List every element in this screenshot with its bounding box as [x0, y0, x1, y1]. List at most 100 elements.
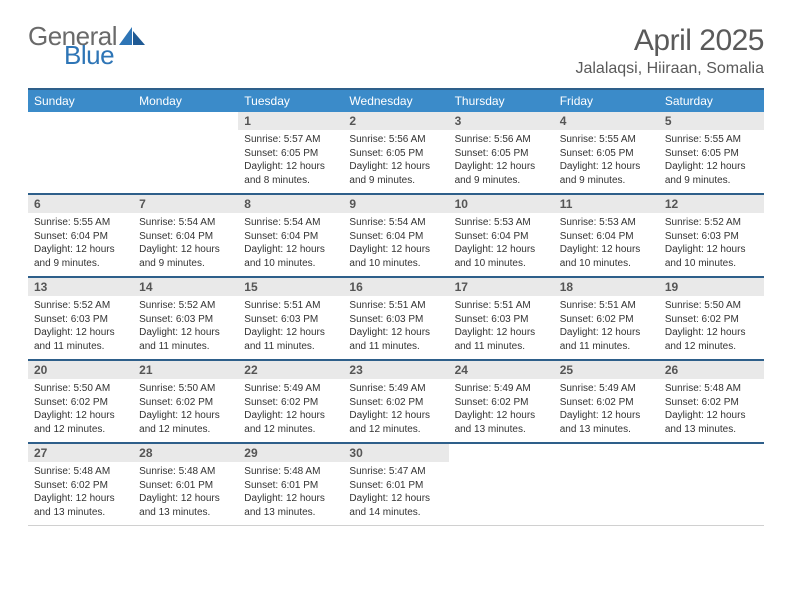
calendar-cell-empty: ..: [28, 112, 133, 194]
day-details: Sunrise: 5:52 AMSunset: 6:03 PMDaylight:…: [28, 296, 133, 359]
day-details: Sunrise: 5:51 AMSunset: 6:03 PMDaylight:…: [238, 296, 343, 359]
calendar-cell: 8Sunrise: 5:54 AMSunset: 6:04 PMDaylight…: [238, 194, 343, 277]
calendar-cell-empty: ..: [133, 112, 238, 194]
day-number: 7: [133, 195, 238, 213]
calendar-cell: 29Sunrise: 5:48 AMSunset: 6:01 PMDayligh…: [238, 443, 343, 526]
day-details: Sunrise: 5:54 AMSunset: 6:04 PMDaylight:…: [133, 213, 238, 276]
day-details: Sunrise: 5:51 AMSunset: 6:02 PMDaylight:…: [554, 296, 659, 359]
day-details: Sunrise: 5:48 AMSunset: 6:02 PMDaylight:…: [28, 462, 133, 525]
day-details: Sunrise: 5:50 AMSunset: 6:02 PMDaylight:…: [659, 296, 764, 359]
header: GeneralBlue April 2025 Jalalaqsi, Hiiraa…: [28, 24, 764, 78]
day-details: Sunrise: 5:56 AMSunset: 6:05 PMDaylight:…: [449, 130, 554, 193]
calendar-cell: 2Sunrise: 5:56 AMSunset: 6:05 PMDaylight…: [343, 112, 448, 194]
weekday-header: Friday: [554, 89, 659, 112]
weekday-header: Sunday: [28, 89, 133, 112]
day-number: 9: [343, 195, 448, 213]
day-number: 10: [449, 195, 554, 213]
calendar-cell: 21Sunrise: 5:50 AMSunset: 6:02 PMDayligh…: [133, 360, 238, 443]
calendar-cell: 26Sunrise: 5:48 AMSunset: 6:02 PMDayligh…: [659, 360, 764, 443]
day-number: 21: [133, 361, 238, 379]
page-title: April 2025: [575, 24, 764, 58]
calendar-row: 20Sunrise: 5:50 AMSunset: 6:02 PMDayligh…: [28, 360, 764, 443]
day-number: 24: [449, 361, 554, 379]
day-number: 15: [238, 278, 343, 296]
day-details: Sunrise: 5:51 AMSunset: 6:03 PMDaylight:…: [343, 296, 448, 359]
weekday-header: Saturday: [659, 89, 764, 112]
day-number: 12: [659, 195, 764, 213]
day-details: Sunrise: 5:49 AMSunset: 6:02 PMDaylight:…: [449, 379, 554, 442]
day-number: 29: [238, 444, 343, 462]
calendar-cell: 4Sunrise: 5:55 AMSunset: 6:05 PMDaylight…: [554, 112, 659, 194]
calendar-row: ....1Sunrise: 5:57 AMSunset: 6:05 PMDayl…: [28, 112, 764, 194]
day-details: Sunrise: 5:55 AMSunset: 6:05 PMDaylight:…: [554, 130, 659, 193]
calendar-cell: 6Sunrise: 5:55 AMSunset: 6:04 PMDaylight…: [28, 194, 133, 277]
calendar-cell: 9Sunrise: 5:54 AMSunset: 6:04 PMDaylight…: [343, 194, 448, 277]
weekday-header: Monday: [133, 89, 238, 112]
calendar-cell: 16Sunrise: 5:51 AMSunset: 6:03 PMDayligh…: [343, 277, 448, 360]
day-details: Sunrise: 5:54 AMSunset: 6:04 PMDaylight:…: [238, 213, 343, 276]
calendar-table: Sunday Monday Tuesday Wednesday Thursday…: [28, 88, 764, 526]
day-number: 8: [238, 195, 343, 213]
calendar-cell: 14Sunrise: 5:52 AMSunset: 6:03 PMDayligh…: [133, 277, 238, 360]
calendar-cell: 30Sunrise: 5:47 AMSunset: 6:01 PMDayligh…: [343, 443, 448, 526]
calendar-cell: 23Sunrise: 5:49 AMSunset: 6:02 PMDayligh…: [343, 360, 448, 443]
day-details: Sunrise: 5:49 AMSunset: 6:02 PMDaylight:…: [238, 379, 343, 442]
day-number: 26: [659, 361, 764, 379]
day-details: Sunrise: 5:48 AMSunset: 6:01 PMDaylight:…: [238, 462, 343, 525]
day-number: 27: [28, 444, 133, 462]
day-details: Sunrise: 5:52 AMSunset: 6:03 PMDaylight:…: [659, 213, 764, 276]
day-number: 4: [554, 112, 659, 130]
day-details: Sunrise: 5:48 AMSunset: 6:01 PMDaylight:…: [133, 462, 238, 525]
day-details: Sunrise: 5:49 AMSunset: 6:02 PMDaylight:…: [343, 379, 448, 442]
day-number: 3: [449, 112, 554, 130]
calendar-cell: 5Sunrise: 5:55 AMSunset: 6:05 PMDaylight…: [659, 112, 764, 194]
calendar-cell-empty: ..: [449, 443, 554, 526]
calendar-row: 13Sunrise: 5:52 AMSunset: 6:03 PMDayligh…: [28, 277, 764, 360]
day-details: Sunrise: 5:57 AMSunset: 6:05 PMDaylight:…: [238, 130, 343, 193]
logo-text-blue: Blue: [64, 43, 145, 68]
day-number: 23: [343, 361, 448, 379]
calendar-cell: 11Sunrise: 5:53 AMSunset: 6:04 PMDayligh…: [554, 194, 659, 277]
day-number: 2: [343, 112, 448, 130]
day-number: 11: [554, 195, 659, 213]
weekday-header: Thursday: [449, 89, 554, 112]
calendar-cell-empty: ..: [659, 443, 764, 526]
day-details: Sunrise: 5:56 AMSunset: 6:05 PMDaylight:…: [343, 130, 448, 193]
day-number: 20: [28, 361, 133, 379]
weekday-header: Wednesday: [343, 89, 448, 112]
day-number: 18: [554, 278, 659, 296]
day-details: Sunrise: 5:50 AMSunset: 6:02 PMDaylight:…: [133, 379, 238, 442]
calendar-cell: 3Sunrise: 5:56 AMSunset: 6:05 PMDaylight…: [449, 112, 554, 194]
day-number: 22: [238, 361, 343, 379]
calendar-cell: 24Sunrise: 5:49 AMSunset: 6:02 PMDayligh…: [449, 360, 554, 443]
day-number: 19: [659, 278, 764, 296]
calendar-row: 27Sunrise: 5:48 AMSunset: 6:02 PMDayligh…: [28, 443, 764, 526]
day-details: Sunrise: 5:47 AMSunset: 6:01 PMDaylight:…: [343, 462, 448, 525]
day-details: Sunrise: 5:54 AMSunset: 6:04 PMDaylight:…: [343, 213, 448, 276]
calendar-cell: 20Sunrise: 5:50 AMSunset: 6:02 PMDayligh…: [28, 360, 133, 443]
calendar-cell: 15Sunrise: 5:51 AMSunset: 6:03 PMDayligh…: [238, 277, 343, 360]
day-details: Sunrise: 5:55 AMSunset: 6:04 PMDaylight:…: [28, 213, 133, 276]
day-details: Sunrise: 5:55 AMSunset: 6:05 PMDaylight:…: [659, 130, 764, 193]
day-details: Sunrise: 5:53 AMSunset: 6:04 PMDaylight:…: [554, 213, 659, 276]
calendar-cell-empty: ..: [554, 443, 659, 526]
calendar-cell: 19Sunrise: 5:50 AMSunset: 6:02 PMDayligh…: [659, 277, 764, 360]
calendar-cell: 13Sunrise: 5:52 AMSunset: 6:03 PMDayligh…: [28, 277, 133, 360]
logo: GeneralBlue: [28, 24, 145, 67]
calendar-cell: 18Sunrise: 5:51 AMSunset: 6:02 PMDayligh…: [554, 277, 659, 360]
calendar-cell: 1Sunrise: 5:57 AMSunset: 6:05 PMDaylight…: [238, 112, 343, 194]
day-details: Sunrise: 5:50 AMSunset: 6:02 PMDaylight:…: [28, 379, 133, 442]
day-details: Sunrise: 5:53 AMSunset: 6:04 PMDaylight:…: [449, 213, 554, 276]
day-details: Sunrise: 5:52 AMSunset: 6:03 PMDaylight:…: [133, 296, 238, 359]
day-details: Sunrise: 5:49 AMSunset: 6:02 PMDaylight:…: [554, 379, 659, 442]
calendar-cell: 25Sunrise: 5:49 AMSunset: 6:02 PMDayligh…: [554, 360, 659, 443]
day-number: 17: [449, 278, 554, 296]
day-number: 13: [28, 278, 133, 296]
calendar-cell: 27Sunrise: 5:48 AMSunset: 6:02 PMDayligh…: [28, 443, 133, 526]
day-number: 5: [659, 112, 764, 130]
calendar-cell: 17Sunrise: 5:51 AMSunset: 6:03 PMDayligh…: [449, 277, 554, 360]
weekday-header: Tuesday: [238, 89, 343, 112]
day-details: Sunrise: 5:48 AMSunset: 6:02 PMDaylight:…: [659, 379, 764, 442]
day-number: 1: [238, 112, 343, 130]
calendar-cell: 12Sunrise: 5:52 AMSunset: 6:03 PMDayligh…: [659, 194, 764, 277]
